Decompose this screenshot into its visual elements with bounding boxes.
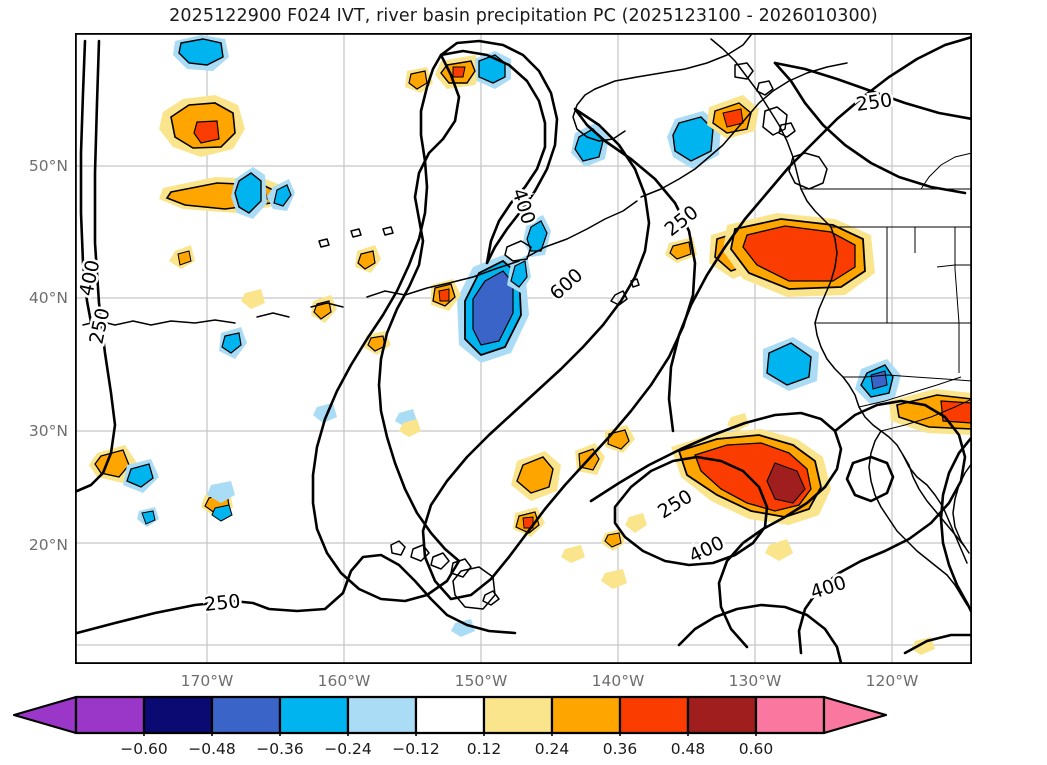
xtick-170w: 170°W [180, 672, 234, 690]
map-svg: 400 250 400 600 250 250 [75, 33, 972, 664]
contour-400-lowersweep [677, 603, 843, 664]
blob-small-neg-b [211, 504, 233, 522]
shaded-anomalies [89, 35, 972, 655]
contour-250-ne [667, 35, 972, 433]
colorbar-cell-9 [686, 695, 758, 735]
blob-se-alaska-negative [667, 111, 721, 169]
colorbar[interactable]: −0.60 −0.48 −0.36 −0.24 −0.12 0.12 0.24 … [0, 694, 1047, 765]
blob-channel-islands-negative [855, 359, 901, 405]
cbar-label-2: −0.36 [256, 740, 304, 758]
blob-small-west-neg-1 [123, 459, 159, 493]
cbar-label-7: 0.36 [602, 740, 638, 758]
coastlines [82, 34, 972, 610]
colorbar-cell-2 [210, 695, 282, 735]
cbar-label-4: −0.12 [392, 740, 440, 758]
contour-small-closed [845, 455, 895, 503]
colorbar-cell-8 [618, 695, 690, 735]
colorbar-cell-0 [74, 695, 146, 735]
colorbar-cell-6 [482, 695, 554, 735]
blob-small-west-neg-2 [137, 507, 159, 527]
colorbar-cell-1 [142, 695, 214, 735]
blob-np-small-negative [267, 179, 295, 211]
blob-sitka-negative [571, 123, 609, 167]
blob-tropical-small-4 [601, 569, 627, 589]
colorbar-cell-7 [550, 695, 622, 735]
xtick-120w: 120°W [865, 672, 919, 690]
xtick-130w: 130°W [728, 672, 782, 690]
xtick-150w: 150°W [454, 672, 508, 690]
contour-250-subtropical [589, 411, 843, 649]
blob-np-small-positive-4 [431, 279, 461, 311]
blob-np-negative [231, 167, 267, 219]
blob-gulf-alaska-positive [435, 55, 483, 89]
graticule [75, 33, 972, 664]
blob-small-west-neg-3 [207, 481, 235, 503]
blob-small-west-pos-3 [169, 245, 195, 269]
ivt-contours [75, 35, 972, 664]
ytick-50n: 50°N [28, 157, 68, 175]
contour-250-westedge [75, 39, 117, 493]
triangle-right-icon [822, 695, 888, 735]
blob-socal-negative [763, 337, 819, 391]
cbar-label-5: 0.12 [466, 740, 502, 758]
blob-tropical-small-3 [561, 545, 585, 563]
cbar-label-1: −0.48 [188, 740, 236, 758]
blob-bering-negative [173, 35, 229, 71]
blob-tropical-small-2 [625, 513, 647, 533]
xtick-160w: 160°W [317, 672, 371, 690]
blob-qc-small-1 [665, 237, 697, 263]
blob-small-centerpac-pos-4 [241, 289, 265, 309]
blob-offshore-oregon-positive [723, 213, 875, 297]
colorbar-cell-10 [754, 695, 826, 735]
colorbar-tick-labels: −0.60 −0.48 −0.36 −0.24 −0.12 0.12 0.24 … [0, 736, 1047, 765]
cbar-label-3: −0.24 [324, 740, 372, 758]
contour-250-upperright-b [773, 61, 967, 195]
blob-tropical-small-8 [451, 619, 475, 637]
colorbar-cell-4 [346, 695, 418, 735]
cbar-label-9: 0.60 [738, 740, 774, 758]
colorbar-ticks [143, 733, 757, 736]
blob-np-small-positive-1 [355, 245, 381, 273]
contour-600 [421, 107, 697, 601]
cbar-label-8: 0.48 [670, 740, 706, 758]
colorbar-cell-3 [278, 695, 350, 735]
cbar-label-0: −0.60 [120, 740, 168, 758]
contour-250-southwest [75, 553, 517, 635]
blob-small-hawaii-pos [399, 419, 421, 437]
contour-lowerright-tail [903, 633, 972, 655]
contour-400-faright [939, 435, 972, 615]
colorbar-svg [12, 695, 888, 736]
blob-subtrop-small-3 [513, 507, 545, 537]
xtick-140w: 140°W [591, 672, 645, 690]
political-borders [801, 152, 972, 432]
blob-tropical-small-5 [765, 539, 793, 561]
blob-mid-pacific-streak [507, 255, 531, 293]
plot-border [75, 33, 972, 664]
map-contents: 400 250 400 600 250 250 [75, 33, 972, 664]
cbar-label-6: 0.24 [534, 740, 570, 758]
contour-400-innerridge [439, 39, 559, 265]
blob-tropical-small-1 [601, 529, 625, 551]
colorbar-cell-5 [414, 695, 486, 735]
map-plot-area[interactable]: 400 250 400 600 250 250 [75, 33, 972, 664]
contour-400-westedge [79, 39, 95, 335]
blob-bc-positive [707, 95, 759, 139]
blob-aleutian-positive [159, 95, 245, 157]
ytick-20n: 20°N [28, 536, 68, 554]
ytick-40n: 40°N [28, 289, 68, 307]
contour-400-lowerright [797, 399, 967, 655]
contour-250-upperright-a [773, 61, 972, 121]
blob-np-small-negative-2 [219, 327, 247, 359]
blob-subtropical-strong-positive [671, 429, 831, 525]
page-title: 2025122900 F024 IVT, river basin precipi… [169, 6, 878, 26]
ytick-30n: 30°N [28, 422, 68, 440]
blob-subtrop-positive-west [511, 451, 561, 501]
triangle-left-icon [12, 695, 78, 735]
colorbar-swatches [12, 695, 888, 735]
latitude-tick-labels: 50°N 40°N 30°N 20°N [0, 0, 68, 765]
